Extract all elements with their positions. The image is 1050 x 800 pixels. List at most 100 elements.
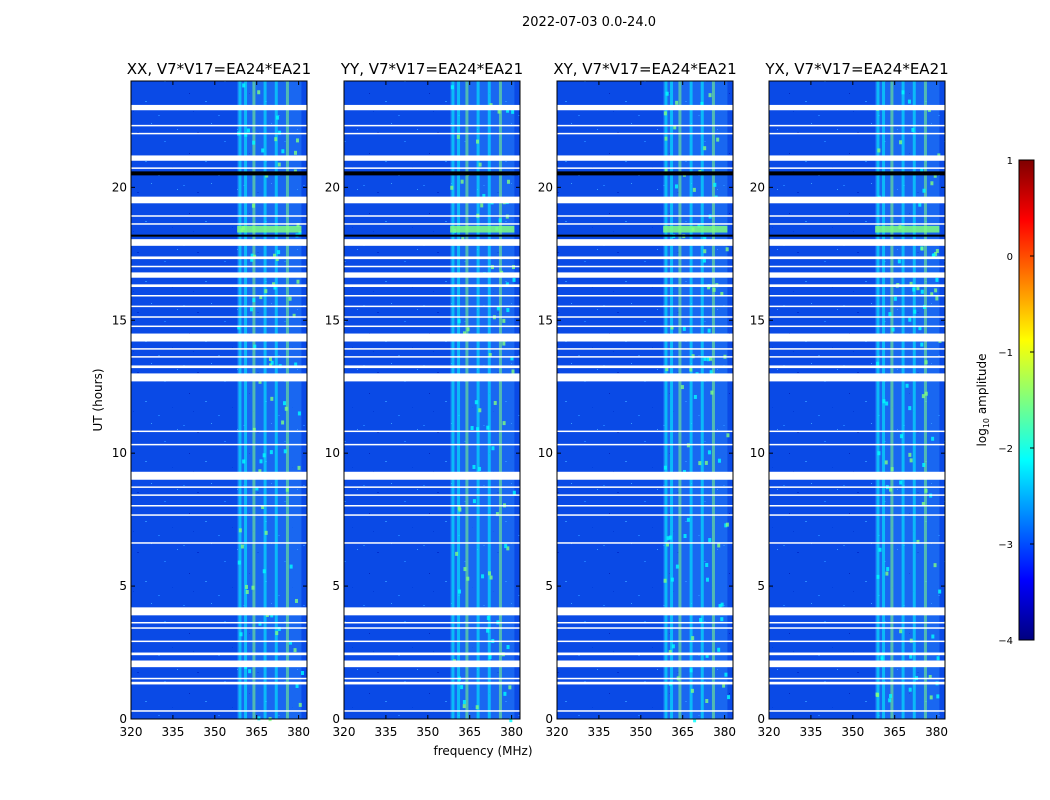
rfi-speckle bbox=[889, 694, 893, 699]
rfi-speckle bbox=[258, 379, 262, 384]
flagged-interval bbox=[131, 514, 307, 516]
panel-1: YY, V7*V17=EA24*EA21 320 335 350 365 380 0 5 10 1… bbox=[325, 60, 523, 739]
rfi-speckle bbox=[511, 109, 515, 114]
rfi-speckle bbox=[935, 296, 939, 301]
flagged-interval bbox=[344, 196, 520, 204]
rfi-channel bbox=[238, 81, 242, 719]
flagged-interval bbox=[344, 294, 520, 297]
flagged-interval bbox=[557, 167, 733, 169]
rfi-speckle bbox=[931, 634, 935, 639]
flagged-interval bbox=[344, 710, 520, 712]
flagged-interval bbox=[344, 316, 520, 318]
rfi-speckle bbox=[876, 574, 880, 579]
rfi-speckle bbox=[670, 577, 674, 582]
rfi-speckle bbox=[478, 162, 482, 167]
rfi-speckle bbox=[880, 657, 884, 662]
rfi-speckle bbox=[510, 356, 514, 361]
flagged-interval bbox=[131, 333, 307, 342]
rfi-speckle bbox=[921, 394, 925, 399]
rfi-speckle bbox=[239, 632, 243, 637]
rfi-channel bbox=[244, 81, 248, 719]
rfi-speckle bbox=[703, 249, 707, 254]
rfi-speckle bbox=[922, 188, 926, 193]
rfi-speckle bbox=[272, 253, 276, 258]
flagged-interval bbox=[344, 640, 520, 643]
y-tick-label: 15 bbox=[538, 313, 553, 327]
rfi-channel bbox=[476, 81, 480, 719]
rfi-speckle bbox=[717, 543, 721, 548]
flagged-interval bbox=[557, 294, 733, 297]
rfi-speckle bbox=[261, 148, 265, 153]
rfi-channel bbox=[890, 81, 894, 719]
rfi-speckle bbox=[682, 326, 686, 331]
rfi-speckle bbox=[933, 173, 937, 178]
flagged-interval bbox=[769, 294, 945, 297]
rfi-speckle bbox=[691, 636, 695, 641]
rfi-channel bbox=[664, 81, 668, 719]
rfi-speckle bbox=[899, 480, 903, 485]
rfi-speckle bbox=[264, 289, 268, 294]
flagged-interval bbox=[769, 104, 945, 111]
rfi-speckle bbox=[259, 459, 263, 464]
flagged-interval bbox=[557, 494, 733, 496]
rfi-speckle bbox=[460, 179, 464, 184]
colorbar-label-suffix: amplitude bbox=[975, 354, 989, 418]
flagged-interval bbox=[769, 627, 945, 629]
rfi-speckle bbox=[909, 458, 913, 463]
flagged-interval bbox=[344, 305, 520, 308]
flagged-interval bbox=[557, 505, 733, 507]
flagged-interval bbox=[131, 132, 307, 135]
flagged-interval bbox=[557, 430, 733, 433]
rfi-speckle bbox=[930, 292, 934, 297]
rfi-speckle bbox=[272, 282, 276, 287]
flagged-interval bbox=[131, 640, 307, 643]
rfi-speckle bbox=[713, 182, 717, 187]
rfi-speckle bbox=[700, 101, 704, 106]
flagged-interval bbox=[344, 505, 520, 507]
rfi-speckle bbox=[708, 356, 712, 361]
flagged-interval bbox=[769, 660, 945, 668]
rfi-speckle bbox=[932, 253, 936, 258]
flagged-interval bbox=[131, 486, 307, 488]
colorbar-label: log10 amplitude bbox=[975, 354, 991, 447]
rfi-speckle bbox=[905, 383, 909, 388]
flagged-interval bbox=[344, 365, 520, 369]
rfi-speckle bbox=[929, 695, 933, 700]
y-tick-label: 10 bbox=[112, 446, 127, 460]
panel-3: YX, V7*V17=EA24*EA21 320 335 350 365 380 0 5 10 1… bbox=[750, 60, 949, 739]
rfi-speckle bbox=[486, 425, 490, 430]
rfi-speckle bbox=[460, 685, 464, 690]
y-tick-label: 0 bbox=[757, 712, 765, 726]
flagged-interval bbox=[557, 514, 733, 516]
zero-amplitude-band bbox=[557, 234, 733, 237]
rfi-speckle bbox=[298, 702, 302, 707]
flagged-interval bbox=[557, 486, 733, 488]
x-tick-label: 365 bbox=[458, 725, 481, 739]
flagged-interval bbox=[344, 239, 520, 246]
rfi-speckle bbox=[475, 705, 479, 710]
rfi-speckle bbox=[506, 546, 510, 551]
rfi-speckle bbox=[258, 621, 262, 626]
rfi-speckle bbox=[486, 628, 490, 633]
rfi-speckle bbox=[508, 685, 512, 690]
flagged-interval bbox=[131, 272, 307, 278]
rfi-speckle bbox=[707, 450, 711, 455]
rfi-speckle bbox=[888, 698, 892, 703]
flagged-interval bbox=[131, 356, 307, 358]
y-tick-label: 20 bbox=[538, 180, 553, 194]
x-tick-label: 350 bbox=[416, 725, 439, 739]
flagged-interval bbox=[131, 325, 307, 328]
rfi-speckle bbox=[708, 93, 712, 98]
flagged-interval bbox=[557, 365, 733, 369]
flagged-interval bbox=[769, 681, 945, 685]
rfi-speckle bbox=[922, 462, 926, 467]
rfi-speckle bbox=[285, 487, 289, 492]
rfi-speckle bbox=[705, 563, 709, 568]
flagged-interval bbox=[769, 167, 945, 169]
rfi-speckle bbox=[261, 505, 265, 510]
rfi-burst bbox=[237, 225, 302, 233]
rfi-speckle bbox=[262, 569, 266, 574]
flagged-interval bbox=[769, 514, 945, 516]
flagged-interval bbox=[769, 430, 945, 433]
